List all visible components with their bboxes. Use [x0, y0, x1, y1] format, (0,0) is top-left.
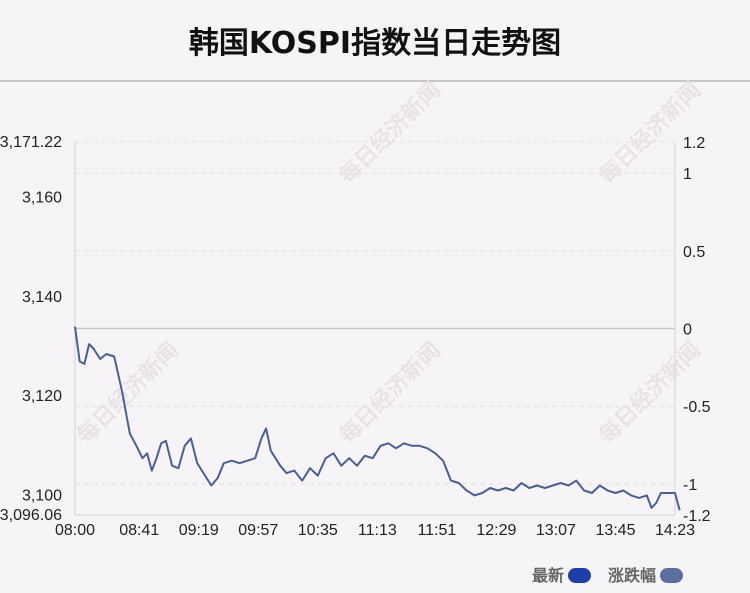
x-axis: 08:00 08:41 09:19 09:57 10:35 11:13 11:51 12:29… [55, 522, 695, 539]
legend-latest-swatch [568, 568, 592, 583]
x-tick-label: 09:57 [238, 522, 278, 539]
right-tick-label: -0.5 [683, 399, 711, 416]
grid-lines [75, 141, 675, 516]
x-tick-label: 14:23 [655, 522, 695, 539]
left-tick-label: 3,171.22 [0, 134, 62, 151]
watermark-text: 每日经济新闻 [72, 337, 184, 449]
left-y-axis: 3,171.22 3,160 3,140 3,120 3,100 3,096.06 [0, 134, 62, 524]
x-tick-label: 09:19 [179, 522, 219, 539]
left-tick-label: 3,120 [22, 388, 62, 405]
right-tick-label: 1 [683, 166, 692, 183]
x-tick-label: 13:07 [536, 522, 576, 539]
right-tick-label: 0.5 [683, 244, 705, 261]
right-tick-label: -1.2 [683, 508, 711, 525]
x-tick-label: 13:45 [595, 522, 635, 539]
left-tick-label: 3,160 [22, 190, 62, 207]
legend-change-swatch [660, 568, 684, 583]
left-tick-label: 3,140 [22, 289, 62, 306]
legend-change-label: 涨跌幅 [608, 566, 657, 585]
legend-latest[interactable]: 最新 [532, 562, 592, 586]
watermark-text: 每日经济新闻 [334, 77, 446, 189]
x-tick-label: 08:00 [55, 522, 95, 539]
title-divider [0, 80, 750, 82]
chart-title: 韩国KOSPI指数当日走势图 [188, 26, 562, 61]
series-layer [74, 326, 681, 511]
x-tick-label: 08:41 [119, 522, 159, 539]
legend-change[interactable]: 涨跌幅 [608, 562, 684, 586]
right-tick-label: -1 [683, 477, 697, 494]
x-tick-label: 12:29 [476, 522, 516, 539]
right-tick-label: 1.2 [683, 135, 705, 152]
watermark-text: 每日经济新闻 [594, 337, 706, 449]
x-tick-label: 11:13 [358, 522, 397, 539]
right-y-axis: 1.2 1 0.5 0 -0.5 -1 -1.2 [683, 135, 711, 525]
series-line-latest [74, 326, 681, 511]
watermark-text: 每日经济新闻 [334, 337, 446, 449]
x-tick-label: 10:35 [298, 522, 338, 539]
x-tick-label: 11:51 [417, 522, 456, 539]
legend-latest-label: 最新 [532, 566, 565, 585]
left-tick-label: 3,100 [22, 487, 62, 504]
left-tick-label: 3,096.06 [0, 507, 62, 524]
right-tick-label: 0 [683, 322, 692, 339]
